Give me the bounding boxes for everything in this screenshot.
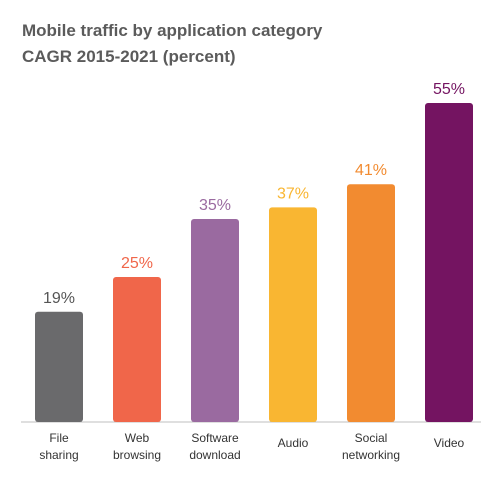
category-label-3: Audio [278, 436, 309, 450]
bar-5 [425, 103, 473, 422]
chart-title: Mobile traffic by application category [22, 21, 323, 40]
category-label-1: Web browsing [113, 431, 161, 462]
category-label-2: Software download [189, 431, 240, 462]
bars-layer [35, 103, 473, 422]
bar-2 [191, 219, 239, 422]
value-label-5: 55% [433, 81, 465, 98]
labels-layer: 19% File sharing 25% Web browsing 35% Software d… [39, 81, 465, 462]
category-label-5: Video [434, 436, 465, 450]
chart-subtitle: CAGR 2015-2021 (percent) [22, 47, 236, 66]
bar-4 [347, 184, 395, 422]
value-label-0: 19% [43, 290, 75, 307]
value-label-1: 25% [121, 255, 153, 272]
value-label-3: 37% [277, 185, 309, 202]
category-label-0: File sharing [39, 431, 78, 462]
bar-1 [113, 277, 161, 422]
value-label-2: 35% [199, 197, 231, 214]
bar-0 [35, 311, 83, 422]
bar-3 [269, 207, 317, 422]
category-label-4: Social networking [342, 431, 400, 462]
value-label-4: 41% [355, 162, 387, 179]
